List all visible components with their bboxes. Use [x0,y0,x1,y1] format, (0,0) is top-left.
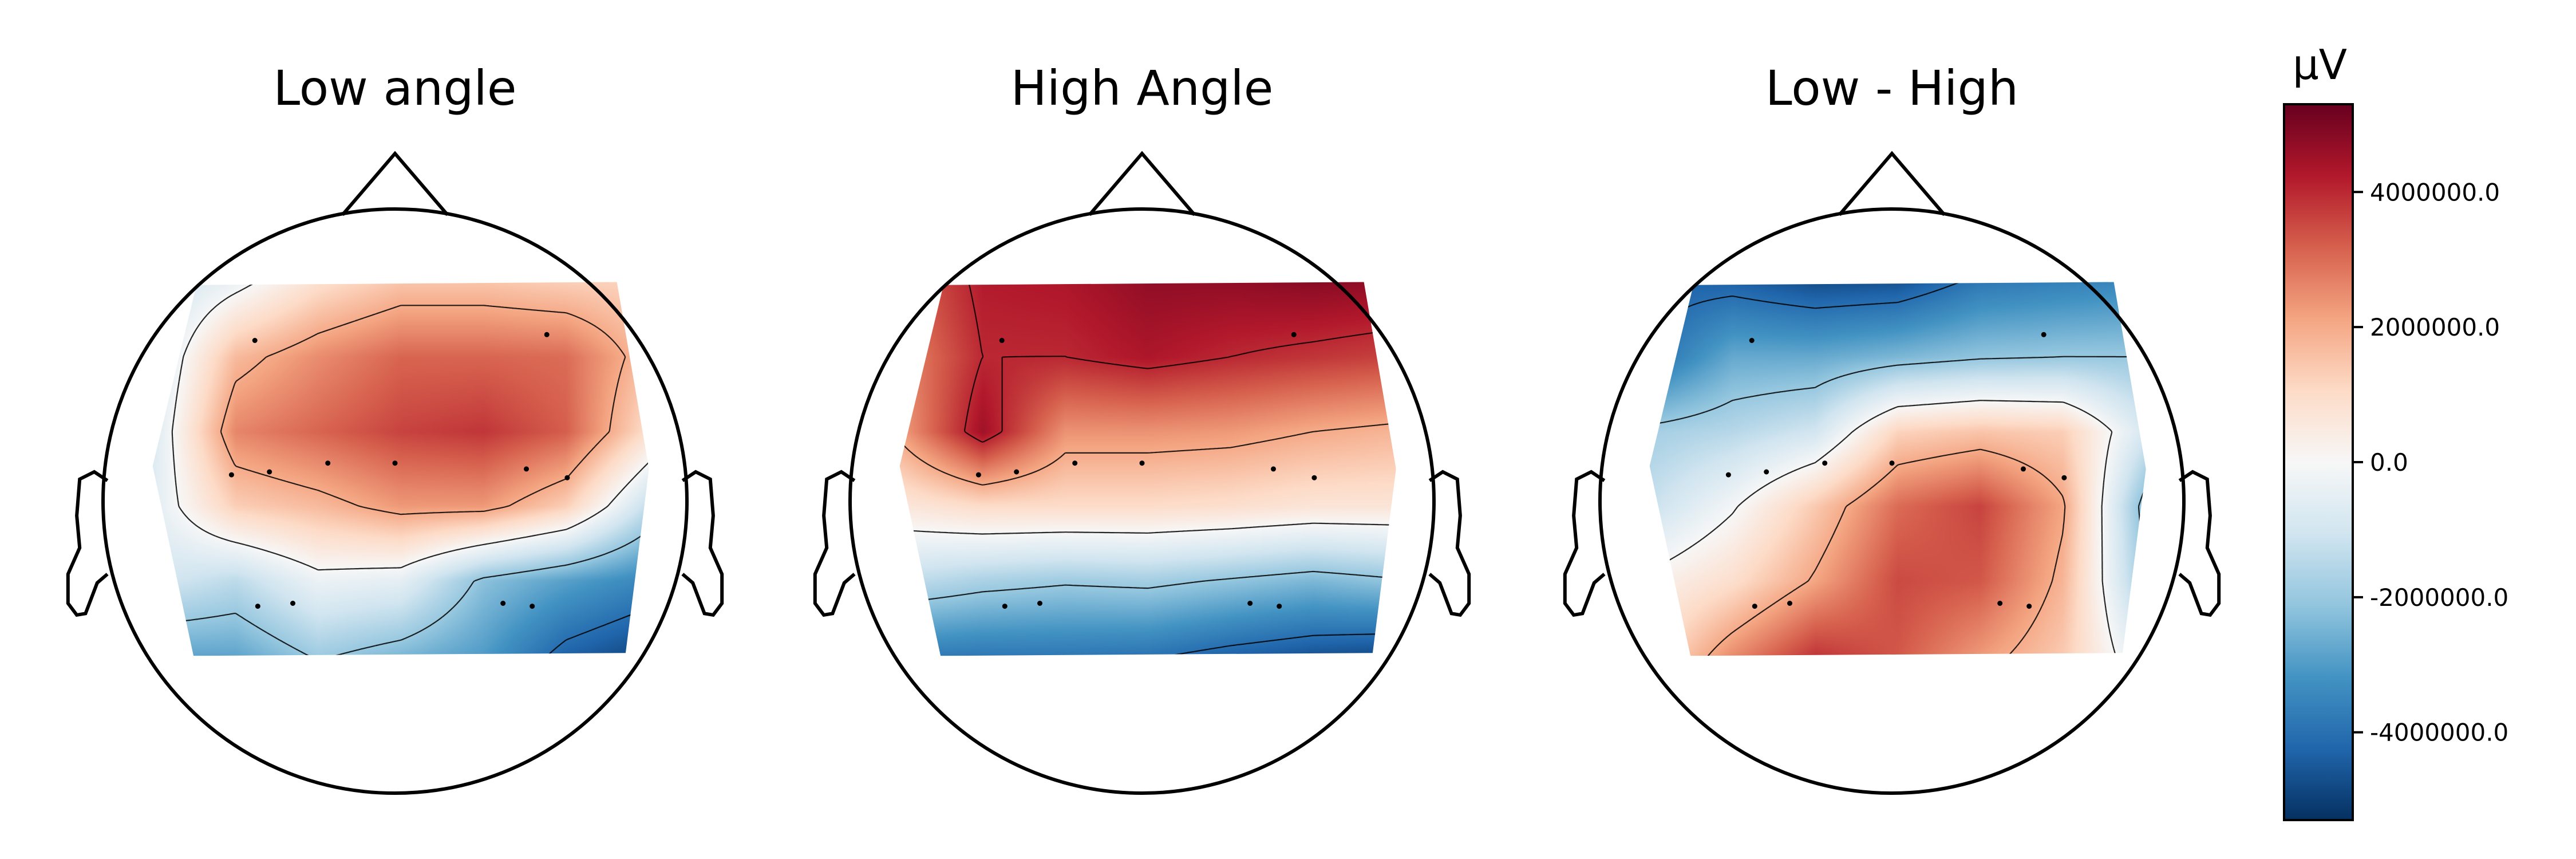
sensor-marker [252,338,258,343]
sensor-marker [1002,604,1008,609]
sensor-marker [1311,475,1317,480]
contour-line [1707,448,2066,656]
sensor-marker [2021,466,2026,472]
topomap-heatmap [899,282,1396,656]
colorbar-tick-label: 4000000.0 [2370,178,2500,206]
sensor-marker [392,460,398,466]
sensor-marker [999,338,1005,343]
sensor-marker [1822,460,1828,466]
left-ear-outline [1563,470,1606,617]
sensor-marker [1749,338,1755,343]
sensor-marker [1291,332,1297,337]
sensor-marker [267,469,272,475]
sensor-marker [1277,604,1282,609]
sensor-marker [1889,460,1895,466]
sensor-marker [255,604,260,609]
sensor-marker [1037,601,1042,606]
sensor-marker [1271,466,1276,472]
head-outline [848,207,1436,795]
sensor-marker [325,460,331,466]
topomap-panel: Low - High [1563,60,2221,795]
sensor-marker [290,601,295,606]
right-ear-outline [2178,470,2221,617]
sensor-marker [1725,472,1731,478]
sensor-marker [2061,475,2067,480]
topomap-panels: Low angle High Angle Low - High [66,60,2221,795]
sensor-marker [975,472,981,478]
colorbar: µV 4000000.0 2000000.0 0.0 -2000000.0 -40000… [2283,41,2508,821]
sensor-marker [564,475,570,480]
topomap-panel: Low angle [66,60,724,795]
colorbar-tick-label: 0.0 [2370,448,2408,476]
topomap-heatmap [1649,282,2146,656]
nose-outline [1838,151,1946,216]
sensor-marker [1764,469,1769,475]
colorbar-unit-label: µV [2293,41,2347,89]
head-outline [1598,207,2186,795]
panel-title: Low - High [1765,60,2018,116]
sensor-marker [1752,604,1757,609]
sensor-marker [2026,604,2032,609]
colorbar-tick-label: -2000000.0 [2370,584,2508,612]
right-ear-outline [1428,470,1471,617]
colorbar-ticks: 4000000.0 2000000.0 0.0 -2000000.0 -4000000.… [2353,178,2508,747]
nose-outline [1088,151,1196,216]
colorbar-tick-label: -4000000.0 [2370,719,2508,747]
left-ear-outline [813,470,856,617]
sensor-marker [544,332,550,337]
left-ear-outline [66,470,109,617]
head-outline [101,207,689,795]
panel-title: Low angle [273,60,516,116]
sensor-marker [2041,332,2046,337]
sensor-marker [1997,601,2003,606]
sensor-marker [530,604,535,609]
contour-line [1168,633,1396,656]
topomap-heatmap [152,282,649,656]
contour-line [220,305,626,515]
sensor-marker [500,601,506,606]
right-ear-outline [681,470,724,617]
panel-title: High Angle [1011,60,1274,116]
colorbar-gradient [2283,103,2354,821]
sensor-marker [524,466,529,472]
nose-outline [341,151,449,216]
sensor-marker [1787,601,1792,606]
colorbar-tick-label: 2000000.0 [2370,313,2500,341]
sensor-marker [1247,601,1253,606]
sensor-marker [1014,469,1020,475]
sensor-marker [228,472,234,478]
topomap-panel: High Angle [813,60,1471,795]
contour-line [899,522,1396,535]
contour-line [899,570,1396,604]
sensor-marker [1139,460,1145,466]
sensor-marker [1072,460,1078,466]
